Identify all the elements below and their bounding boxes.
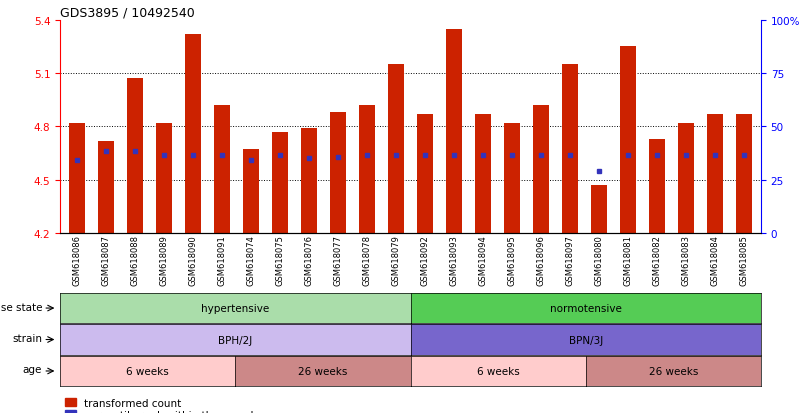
Bar	[70, 123, 86, 233]
Text: BPN/3J: BPN/3J	[569, 335, 603, 345]
Bar	[446, 29, 462, 233]
Text: 26 weeks: 26 weeks	[649, 366, 698, 376]
Bar	[735, 114, 751, 233]
Bar	[562, 65, 578, 233]
Bar	[330, 113, 346, 233]
Bar	[127, 79, 143, 233]
Text: 26 weeks: 26 weeks	[298, 366, 348, 376]
Text: strain: strain	[12, 333, 42, 343]
Text: hypertensive: hypertensive	[201, 303, 269, 313]
Text: disease state: disease state	[0, 302, 42, 312]
Bar	[244, 150, 260, 233]
Text: 6 weeks: 6 weeks	[127, 366, 169, 376]
Bar	[678, 123, 694, 233]
Bar	[99, 141, 115, 233]
Bar	[417, 114, 433, 233]
Bar	[156, 123, 172, 233]
Legend: transformed count, percentile rank within the sample: transformed count, percentile rank withi…	[66, 398, 260, 413]
Bar	[388, 65, 404, 233]
Text: 6 weeks: 6 weeks	[477, 366, 520, 376]
Bar	[301, 129, 317, 233]
Bar	[649, 140, 665, 233]
Bar	[272, 132, 288, 233]
Bar	[504, 123, 520, 233]
Bar	[706, 114, 723, 233]
Text: normotensive: normotensive	[549, 303, 622, 313]
Text: GDS3895 / 10492540: GDS3895 / 10492540	[60, 7, 195, 19]
Bar	[185, 35, 201, 233]
Bar	[533, 106, 549, 233]
Bar	[475, 114, 491, 233]
Bar	[359, 106, 375, 233]
Bar	[215, 106, 230, 233]
Bar	[591, 185, 606, 233]
Bar	[620, 47, 636, 233]
Text: BPH/2J: BPH/2J	[218, 335, 252, 345]
Text: age: age	[22, 365, 42, 375]
